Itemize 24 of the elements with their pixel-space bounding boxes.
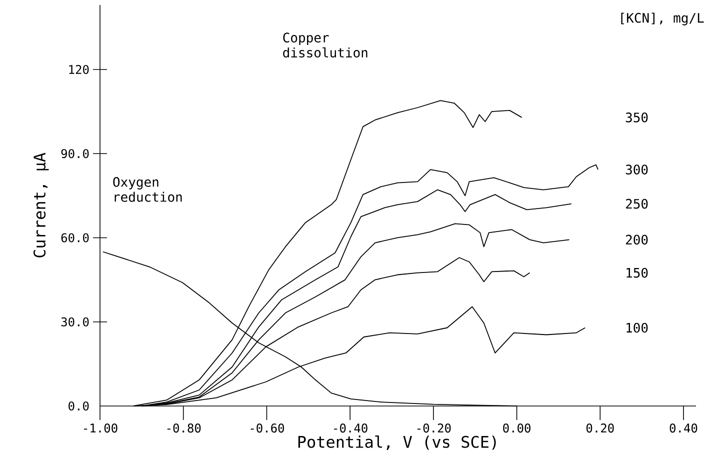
text: 250 <box>626 198 648 209</box>
y-tick-label: 90.0 <box>61 149 89 158</box>
y-tick-label: 120 <box>69 64 89 74</box>
x-tick-label: -1.00 <box>84 424 118 433</box>
text: 300 <box>626 164 648 175</box>
text: 200 <box>626 234 648 245</box>
legend-title: [KCN], mg/L <box>621 12 704 26</box>
y-tick-label: 0.0 <box>68 401 89 411</box>
x-tick-label: 0.40 <box>670 424 698 433</box>
y-tick-label: 60.0 <box>61 233 89 242</box>
x-tick-label: -0.60 <box>250 424 284 433</box>
x-tick-label: 0.00 <box>503 424 530 433</box>
x-tick-label: -0.80 <box>167 424 201 433</box>
x-tick-label: 0.20 <box>586 424 614 433</box>
y-axis-title: Current, µA <box>33 152 49 258</box>
text: 150 <box>626 268 648 278</box>
text: 100 <box>626 322 648 333</box>
text: 350 <box>626 112 648 122</box>
annotation: Copper dissolution <box>283 32 368 58</box>
annotation: Oxygen reduction <box>113 177 182 202</box>
x-tick-label: -0.40 <box>334 424 368 433</box>
x-axis-title: Potential, V (vs SCE) <box>298 435 496 450</box>
y-tick-label: 30.0 <box>61 317 89 326</box>
x-tick-label: -0.20 <box>417 424 451 433</box>
